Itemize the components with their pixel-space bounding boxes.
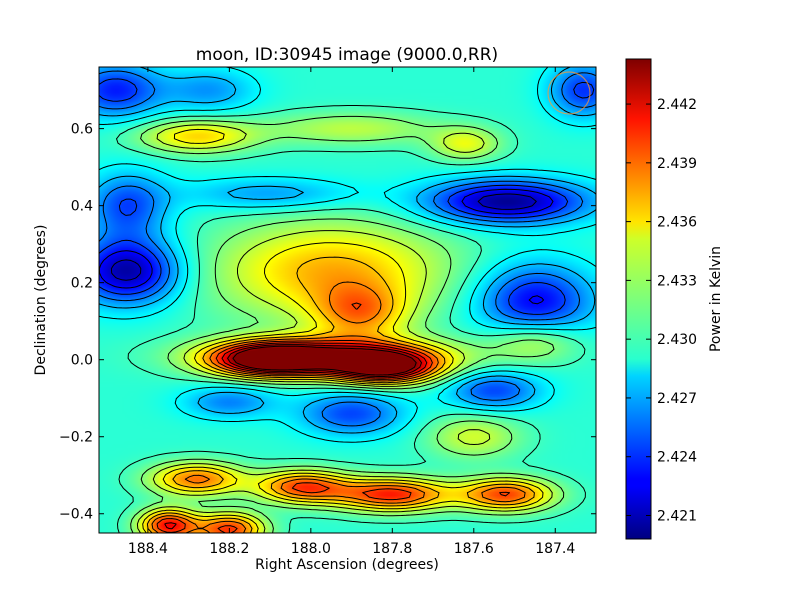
- colorbar: 2.421 2.424 2.427 2.430 2.433 2.436 2.439 2.442…: [625, 58, 724, 540]
- x-tick-label: 188.2: [209, 541, 249, 557]
- colorbar-tick-label: 2.421: [657, 508, 697, 524]
- y-tick-label: 0.0: [71, 353, 93, 369]
- colorbar-tick-label: 2.424: [657, 450, 697, 466]
- contour-level-1: [99, 188, 554, 305]
- colorbar-tick-label: 2.427: [657, 391, 697, 407]
- contour-level-4: [99, 67, 596, 434]
- plot-area: [98, 66, 597, 534]
- colorbar-gradient: [625, 58, 652, 540]
- colorbar-tick-label: 2.439: [657, 156, 697, 172]
- contour-level-2: [99, 78, 595, 315]
- x-axis: 188.4 188.2 188.0 187.8 187.6 187.4: [128, 67, 575, 557]
- contour-level-7: [130, 115, 565, 533]
- colorbar-ticks: 2.421 2.424 2.427 2.430 2.433 2.436 2.439 2.442: [626, 97, 697, 524]
- x-axis-label: Right Ascension (degrees): [255, 557, 439, 573]
- x-tick-label: 187.8: [372, 541, 412, 557]
- x-tick-label: 188.0: [291, 541, 331, 557]
- contour-level-0: [110, 193, 537, 281]
- contour-level-9: [142, 128, 544, 533]
- plot-frame: [98, 66, 597, 534]
- contour-level-15: [232, 345, 417, 376]
- colorbar-label: Power in Kelvin: [708, 246, 724, 352]
- x-tick-label: 188.4: [128, 541, 168, 557]
- chart-title: moon, ID:30945 image (9000.0,RR): [196, 45, 498, 65]
- y-tick-label: −0.4: [59, 507, 93, 523]
- contour-level-13: [164, 342, 428, 530]
- colorbar-tick-label: 2.433: [657, 273, 697, 289]
- y-axis-label: Declination (degrees): [33, 225, 49, 376]
- y-tick-label: −0.2: [59, 430, 93, 446]
- colorbar-tick-label: 2.442: [657, 97, 697, 113]
- contour-level-10: [146, 256, 535, 533]
- x-tick-label: 187.4: [535, 541, 575, 557]
- contour-level-14: [227, 344, 422, 377]
- y-axis: −0.4 −0.2 0.0 0.2 0.4 0.6: [59, 122, 596, 523]
- contour-level-6: [116, 105, 586, 533]
- contour-level-3: [99, 70, 596, 427]
- beam-circle: [547, 71, 591, 115]
- contour-level-11: [151, 281, 526, 533]
- colorbar-tick-label: 2.436: [657, 215, 697, 231]
- y-tick-label: 0.4: [71, 199, 93, 215]
- contour-lines: [99, 67, 596, 533]
- x-tick-label: 187.6: [454, 541, 494, 557]
- contour-level-12: [156, 302, 510, 533]
- contour-level-8: [136, 124, 553, 533]
- heatmap-field: [99, 67, 596, 533]
- y-tick-label: 0.2: [71, 276, 93, 292]
- colorbar-tick-label: 2.430: [657, 332, 697, 348]
- y-tick-label: 0.6: [71, 122, 93, 138]
